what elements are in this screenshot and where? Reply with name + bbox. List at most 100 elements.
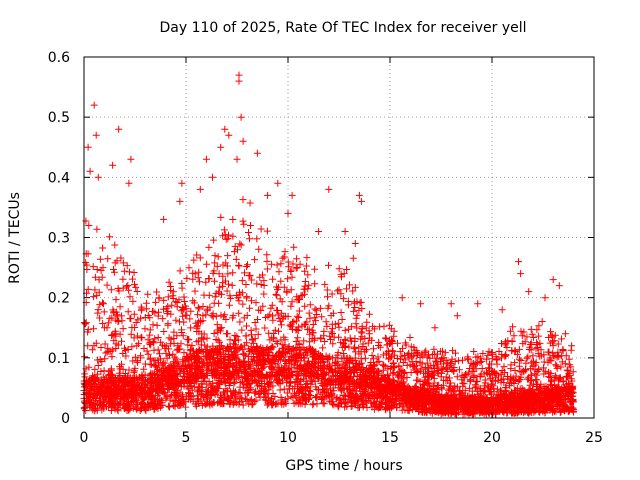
data-point <box>392 395 400 403</box>
data-point <box>211 252 219 260</box>
data-point <box>81 320 89 327</box>
data-point <box>288 298 296 306</box>
data-point <box>245 229 252 236</box>
data-point <box>111 327 119 335</box>
data-point <box>263 344 271 352</box>
data-point <box>210 349 218 357</box>
data-point <box>334 287 341 295</box>
data-point <box>341 326 349 334</box>
data-point <box>243 312 251 319</box>
data-point <box>343 285 350 293</box>
data-point <box>411 384 419 392</box>
data-point <box>529 352 537 360</box>
data-point <box>278 368 286 376</box>
data-point <box>481 388 489 396</box>
data-point <box>242 395 249 403</box>
data-point <box>519 367 527 375</box>
data-point <box>283 389 291 397</box>
data-point <box>144 312 152 319</box>
data-point <box>335 286 343 294</box>
data-point <box>254 330 262 338</box>
data-point <box>168 391 176 399</box>
data-point <box>472 353 480 361</box>
data-point <box>201 377 209 385</box>
data-points <box>80 71 577 418</box>
data-point <box>246 304 254 312</box>
data-point <box>486 375 494 383</box>
data-point <box>286 373 294 381</box>
data-point <box>421 348 429 356</box>
data-point <box>403 361 411 369</box>
data-point <box>277 321 285 329</box>
data-point <box>281 341 289 349</box>
data-point <box>368 336 376 344</box>
data-point <box>370 355 377 363</box>
data-point <box>182 302 189 310</box>
data-point <box>514 350 522 358</box>
data-point <box>276 386 284 394</box>
data-point <box>293 255 301 263</box>
data-point <box>209 310 217 318</box>
data-point <box>119 325 127 333</box>
data-point <box>356 393 364 400</box>
data-point <box>224 235 232 243</box>
data-point <box>91 405 99 413</box>
data-point <box>227 388 235 396</box>
data-point <box>158 401 166 409</box>
data-point <box>511 367 519 374</box>
data-point <box>423 370 431 378</box>
data-point <box>160 296 168 304</box>
data-point <box>176 318 183 326</box>
data-point <box>179 332 187 340</box>
data-point <box>187 307 195 315</box>
data-point <box>501 352 509 360</box>
data-point <box>263 251 271 259</box>
data-point <box>106 314 114 322</box>
data-point <box>195 358 203 366</box>
data-point <box>563 366 571 374</box>
data-point <box>102 393 110 401</box>
data-point <box>166 396 174 404</box>
data-point <box>338 316 346 323</box>
data-point <box>306 301 314 309</box>
data-point <box>192 402 200 410</box>
data-point <box>281 373 288 381</box>
data-point <box>243 263 251 270</box>
data-point <box>243 294 251 302</box>
data-point <box>531 370 539 378</box>
data-point <box>561 360 569 368</box>
data-point <box>103 348 111 356</box>
data-point <box>116 303 124 311</box>
data-point <box>362 324 370 332</box>
data-point <box>348 323 356 331</box>
data-point <box>441 408 449 416</box>
data-point <box>171 359 179 367</box>
data-point <box>384 347 392 355</box>
data-point <box>266 379 273 387</box>
data-point <box>271 326 279 334</box>
data-point <box>132 319 140 326</box>
data-point <box>87 384 94 392</box>
data-point <box>153 321 161 329</box>
data-point <box>242 332 250 340</box>
data-point <box>267 345 275 353</box>
data-point <box>144 336 152 344</box>
data-point <box>388 347 396 355</box>
data-point <box>318 313 326 321</box>
data-point <box>478 357 486 365</box>
data-point <box>278 298 286 306</box>
data-point <box>183 383 191 391</box>
data-point <box>306 314 314 322</box>
data-point <box>98 406 106 414</box>
data-point <box>169 358 177 366</box>
data-point <box>322 352 330 360</box>
data-point <box>338 343 346 351</box>
data-point <box>516 376 524 384</box>
data-point <box>537 383 545 391</box>
data-point <box>495 372 502 380</box>
data-point <box>133 288 141 295</box>
data-point <box>467 395 475 403</box>
data-point <box>183 311 191 319</box>
data-point <box>428 367 436 375</box>
data-point <box>180 293 188 301</box>
